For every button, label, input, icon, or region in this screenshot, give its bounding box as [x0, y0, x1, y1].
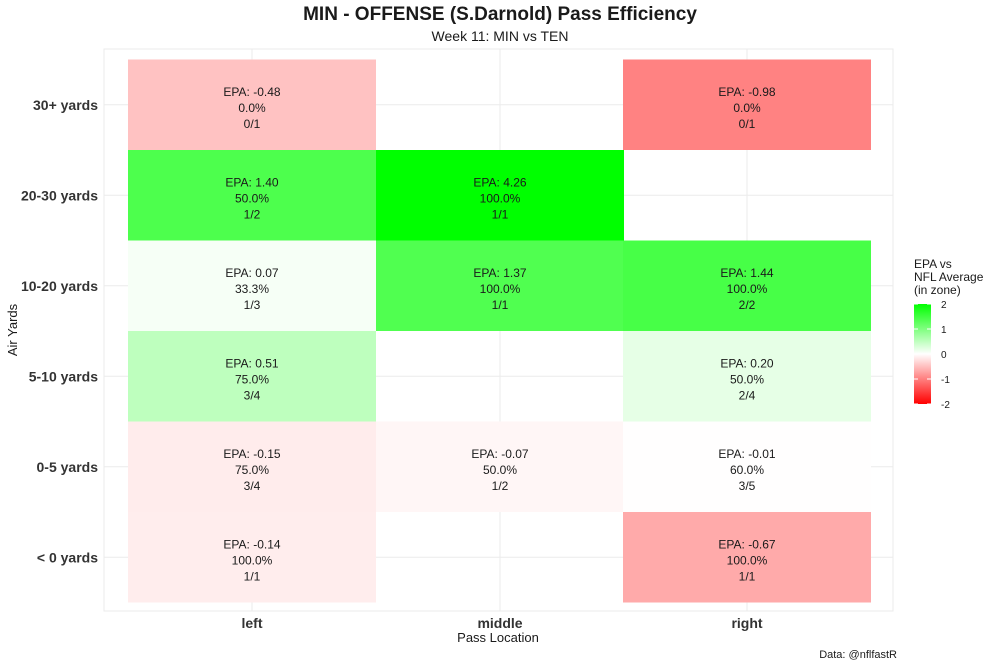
cell-ratio-label: 0/1: [244, 117, 261, 131]
cell-ratio-label: 3/4: [244, 479, 261, 493]
y-tick-label: 20-30 yards: [21, 187, 98, 203]
heatmap-cell: EPA: -0.01 60.0% 3/5: [623, 421, 871, 512]
heatmap-cell-fill: [128, 59, 376, 150]
heatmap-cell-fill: [623, 331, 871, 422]
x-tick-label: right: [731, 615, 762, 631]
legend-title-line: EPA vs: [914, 257, 952, 271]
legend-tick-label: 0: [941, 350, 947, 361]
cell-epa-label: EPA: 0.20: [720, 356, 773, 370]
heatmap-cell-fill: [128, 331, 376, 422]
heatmap-cells: EPA: -0.48 0.0% 0/1 EPA: -0.98 0.0% 0/1 EPA: 1…: [128, 59, 871, 603]
heatmap-cell-fill: [128, 421, 376, 512]
legend-title-line: NFL Average: [914, 270, 984, 284]
cell-pct-label: 100.0%: [727, 553, 768, 567]
heatmap-cell: EPA: -0.15 75.0% 3/4: [128, 421, 376, 512]
cell-pct-label: 0.0%: [238, 101, 266, 115]
cell-pct-label: 100.0%: [480, 282, 521, 296]
chart-subtitle: Week 11: MIN vs TEN: [431, 28, 569, 44]
cell-ratio-label: 1/1: [492, 207, 509, 221]
cell-ratio-label: 0/1: [739, 117, 756, 131]
cell-ratio-label: 3/4: [244, 388, 261, 402]
cell-epa-label: EPA: 1.37: [473, 266, 526, 280]
y-tick-label: < 0 yards: [37, 549, 98, 565]
data-credit: Data: @nflfastR: [819, 649, 897, 661]
cell-pct-label: 50.0%: [235, 191, 269, 205]
cell-pct-label: 50.0%: [730, 372, 764, 386]
heatmap-cell-fill: [128, 512, 376, 603]
heatmap-cell: EPA: -0.67 100.0% 1/1: [623, 512, 871, 603]
cell-epa-label: EPA: 1.40: [225, 175, 278, 189]
heatmap-cell-fill: [623, 240, 871, 331]
cell-ratio-label: 2/2: [739, 298, 756, 312]
cell-epa-label: EPA: -0.01: [718, 447, 775, 461]
heatmap-cell: EPA: -0.48 0.0% 0/1: [128, 59, 376, 150]
y-tick-label: 30+ yards: [33, 97, 98, 113]
heatmap-cell: EPA: -0.98 0.0% 0/1: [623, 59, 871, 150]
heatmap-cell: EPA: 1.40 50.0% 1/2: [128, 150, 376, 241]
heatmap-cell-fill: [623, 421, 871, 512]
heatmap-cell-fill: [376, 240, 624, 331]
legend-tick-label: 1: [941, 325, 947, 336]
cell-pct-label: 33.3%: [235, 282, 269, 296]
legend-tick-label: -2: [941, 400, 950, 411]
cell-pct-label: 75.0%: [235, 463, 269, 477]
cell-ratio-label: 1/1: [492, 298, 509, 312]
cell-pct-label: 100.0%: [480, 191, 521, 205]
heatmap-cell: EPA: 1.37 100.0% 1/1: [376, 240, 624, 331]
cell-epa-label: EPA: 0.07: [225, 266, 278, 280]
legend-tick-label: 2: [941, 300, 947, 311]
heatmap-cell: EPA: -0.07 50.0% 1/2: [376, 421, 624, 512]
x-axis-ticks: left middle right: [242, 615, 763, 631]
legend-title-line: (in zone): [914, 283, 961, 297]
heatmap-cell: EPA: 4.26 100.0% 1/1: [376, 150, 624, 241]
heatmap-cell-fill: [128, 150, 376, 241]
cell-pct-label: 60.0%: [730, 463, 764, 477]
cell-ratio-label: 1/1: [244, 569, 261, 583]
cell-ratio-label: 3/5: [739, 479, 756, 493]
cell-ratio-label: 1/2: [244, 207, 261, 221]
heatmap-cell-fill: [623, 59, 871, 150]
heatmap-cell-fill: [623, 512, 871, 603]
x-tick-label: left: [242, 615, 263, 631]
cell-epa-label: EPA: -0.07: [471, 447, 528, 461]
cell-epa-label: EPA: -0.67: [718, 537, 775, 551]
heatmap-cell-fill: [128, 240, 376, 331]
cell-pct-label: 50.0%: [483, 463, 517, 477]
y-tick-label: 10-20 yards: [21, 278, 98, 294]
cell-epa-label: EPA: 0.51: [225, 356, 278, 370]
heatmap-cell: EPA: 0.07 33.3% 1/3: [128, 240, 376, 331]
cell-epa-label: EPA: -0.48: [223, 85, 280, 99]
y-tick-label: 5-10 yards: [29, 368, 98, 384]
y-axis-ticks: 30+ yards 20-30 yards 10-20 yards 5-10 yard…: [21, 97, 98, 566]
y-tick-label: 0-5 yards: [37, 459, 99, 475]
heatmap-cell: EPA: 0.51 75.0% 3/4: [128, 331, 376, 422]
x-tick-label: middle: [477, 615, 522, 631]
heatmap-cell: EPA: -0.14 100.0% 1/1: [128, 512, 376, 603]
cell-epa-label: EPA: -0.98: [718, 85, 775, 99]
cell-epa-label: EPA: -0.14: [223, 537, 280, 551]
heatmap-cell: EPA: 0.20 50.0% 2/4: [623, 331, 871, 422]
cell-ratio-label: 1/2: [492, 479, 509, 493]
legend-tick-label: -1: [941, 375, 950, 386]
cell-ratio-label: 2/4: [739, 388, 756, 402]
cell-epa-label: EPA: 1.44: [720, 266, 773, 280]
heatmap-cell-fill: [376, 150, 624, 241]
x-axis-title: Pass Location: [457, 630, 539, 645]
cell-ratio-label: 1/1: [739, 569, 756, 583]
y-axis-title: Air Yards: [5, 303, 20, 356]
heatmap-cell-fill: [376, 421, 624, 512]
cell-ratio-label: 1/3: [244, 298, 261, 312]
cell-pct-label: 75.0%: [235, 372, 269, 386]
cell-pct-label: 100.0%: [232, 553, 273, 567]
legend-colorbar: [914, 304, 931, 404]
cell-epa-label: EPA: 4.26: [473, 175, 526, 189]
cell-pct-label: 100.0%: [727, 282, 768, 296]
heatmap-cell: EPA: 1.44 100.0% 2/2: [623, 240, 871, 331]
chart-title: MIN - OFFENSE (S.Darnold) Pass Efficienc…: [303, 4, 697, 25]
cell-epa-label: EPA: -0.15: [223, 447, 280, 461]
cell-pct-label: 0.0%: [733, 101, 761, 115]
